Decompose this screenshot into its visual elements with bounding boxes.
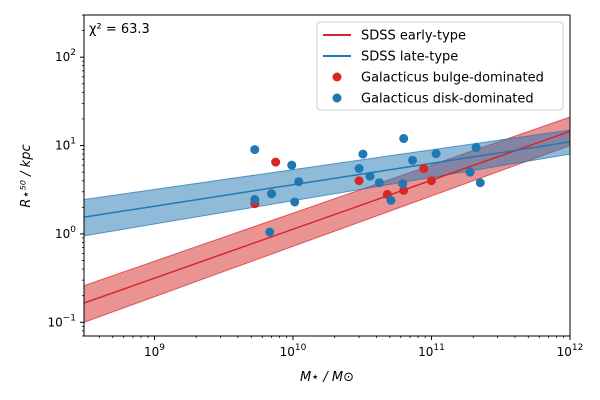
galacticus-disk-dominated-point <box>358 149 368 159</box>
galacticus-disk-dominated-point <box>408 155 418 165</box>
sdss-late-type-band <box>84 129 570 237</box>
sdss-early-type-line <box>84 130 570 304</box>
legend-galacticus-disk-dominated-label: Galacticus disk-dominated <box>361 92 534 107</box>
galacticus-disk-dominated-point <box>374 178 384 188</box>
legend-sdss-early-type-label: SDSS early-type <box>361 29 466 44</box>
galacticus-disk-dominated-point <box>399 134 409 144</box>
plot-area <box>84 116 570 323</box>
x-tick-label: 1012 <box>557 343 584 359</box>
y-tick-label: 100 <box>55 225 76 241</box>
galacticus-disk-dominated-point <box>290 197 300 207</box>
galacticus-bulge-dominated-point <box>419 163 429 173</box>
galacticus-disk-dominated-point <box>287 160 297 170</box>
galacticus-bulge-dominated-point <box>271 157 281 167</box>
legend-sdss-late-type-label: SDSS late-type <box>361 50 458 65</box>
x-tick-label: 1010 <box>280 343 307 359</box>
x-tick-label: 1011 <box>418 343 445 359</box>
x-tick-label: 109 <box>144 343 165 359</box>
galacticus-disk-dominated-point <box>267 189 277 199</box>
plot-frame <box>83 14 571 337</box>
sdss-late-type-line <box>84 141 570 218</box>
galacticus-bulge-dominated-point <box>399 186 409 196</box>
galacticus-disk-dominated-point <box>250 145 260 155</box>
galacticus-disk-dominated-point <box>471 143 481 153</box>
galacticus-disk-dominated-point <box>365 171 375 181</box>
y-axis-label: R⋆⁵⁰ / kpc <box>19 144 34 207</box>
legend-galacticus-bulge-dominated-swatch <box>332 72 342 82</box>
galacticus-disk-dominated-point <box>465 167 475 177</box>
x-axis-label: M⋆ / M⊙ <box>300 370 354 385</box>
legend-box <box>316 21 564 111</box>
y-tick-label: 10−1 <box>47 313 76 329</box>
y-tick-label: 102 <box>55 48 76 64</box>
legend: SDSS early-type SDSS late-type Galacticus … <box>316 21 564 111</box>
galacticus-disk-dominated-point <box>354 163 364 173</box>
y-tick-label: 101 <box>55 137 76 153</box>
legend-galacticus-disk-dominated-swatch <box>332 93 342 103</box>
galacticus-bulge-dominated-point <box>426 176 436 186</box>
legend-galacticus-bulge-dominated-label: Galacticus bulge-dominated <box>361 71 544 86</box>
galacticus-disk-dominated-point <box>250 195 260 205</box>
galacticus-disk-dominated-point <box>398 179 408 189</box>
galacticus-disk-dominated-point <box>294 177 304 187</box>
galacticus-disk-dominated-point <box>475 178 485 188</box>
galacticus-disk-dominated-point <box>265 227 275 237</box>
axes: 109 1010 1011 1012 10−1 100 101 102 <box>47 14 584 359</box>
galacticus-disk-dominated-point <box>386 195 396 205</box>
chi-square-annotation: χ² = 63.3 <box>89 22 150 37</box>
galacticus-bulge-dominated-point <box>354 176 364 186</box>
galacticus-disk-dominated-point <box>431 149 441 159</box>
